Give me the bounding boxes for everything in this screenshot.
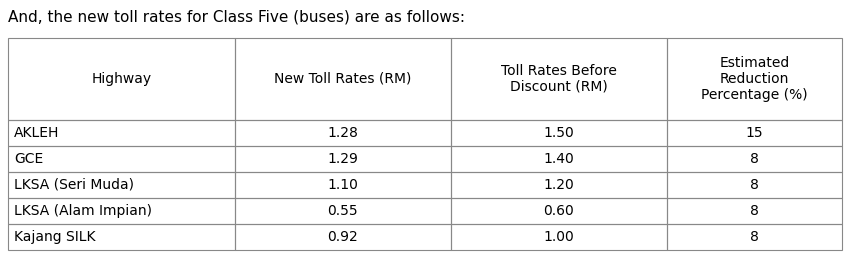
Bar — [667, 38, 842, 120]
Bar — [667, 198, 842, 224]
Text: 1.40: 1.40 — [543, 152, 575, 166]
Text: GCE: GCE — [14, 152, 43, 166]
Text: 8: 8 — [750, 230, 759, 244]
Bar — [8, 224, 235, 250]
Text: LKSA (Seri Muda): LKSA (Seri Muda) — [14, 178, 134, 192]
Bar — [235, 224, 450, 250]
Text: 1.20: 1.20 — [543, 178, 575, 192]
Bar — [450, 146, 667, 172]
Bar — [450, 120, 667, 146]
Bar — [235, 172, 450, 198]
Bar — [667, 172, 842, 198]
Text: And, the new toll rates for Class Five (buses) are as follows:: And, the new toll rates for Class Five (… — [8, 10, 465, 25]
Text: 8: 8 — [750, 178, 759, 192]
Bar — [8, 198, 235, 224]
Bar — [450, 172, 667, 198]
Text: 1.28: 1.28 — [327, 126, 358, 140]
Bar — [667, 224, 842, 250]
Text: 1.29: 1.29 — [327, 152, 358, 166]
Text: Estimated
Reduction
Percentage (%): Estimated Reduction Percentage (%) — [701, 56, 808, 102]
Text: 1.50: 1.50 — [543, 126, 575, 140]
Bar — [450, 198, 667, 224]
Text: LKSA (Alam Impian): LKSA (Alam Impian) — [14, 204, 152, 218]
Bar — [235, 38, 450, 120]
Text: 15: 15 — [745, 126, 763, 140]
Bar — [235, 120, 450, 146]
Bar — [8, 172, 235, 198]
Bar — [8, 146, 235, 172]
Bar — [8, 38, 235, 120]
Text: 0.60: 0.60 — [543, 204, 575, 218]
Text: Kajang SILK: Kajang SILK — [14, 230, 95, 244]
Text: 0.55: 0.55 — [327, 204, 358, 218]
Text: 1.10: 1.10 — [327, 178, 358, 192]
Text: Highway: Highway — [91, 72, 151, 86]
Bar — [8, 120, 235, 146]
Text: New Toll Rates (RM): New Toll Rates (RM) — [274, 72, 411, 86]
Bar — [235, 198, 450, 224]
Text: 8: 8 — [750, 152, 759, 166]
Text: Toll Rates Before
Discount (RM): Toll Rates Before Discount (RM) — [501, 64, 617, 94]
Bar — [667, 120, 842, 146]
Text: 0.92: 0.92 — [327, 230, 358, 244]
Text: 1.00: 1.00 — [543, 230, 575, 244]
Bar — [450, 224, 667, 250]
Bar — [450, 38, 667, 120]
Text: 8: 8 — [750, 204, 759, 218]
Text: AKLEH: AKLEH — [14, 126, 60, 140]
Bar — [235, 146, 450, 172]
Bar — [667, 146, 842, 172]
